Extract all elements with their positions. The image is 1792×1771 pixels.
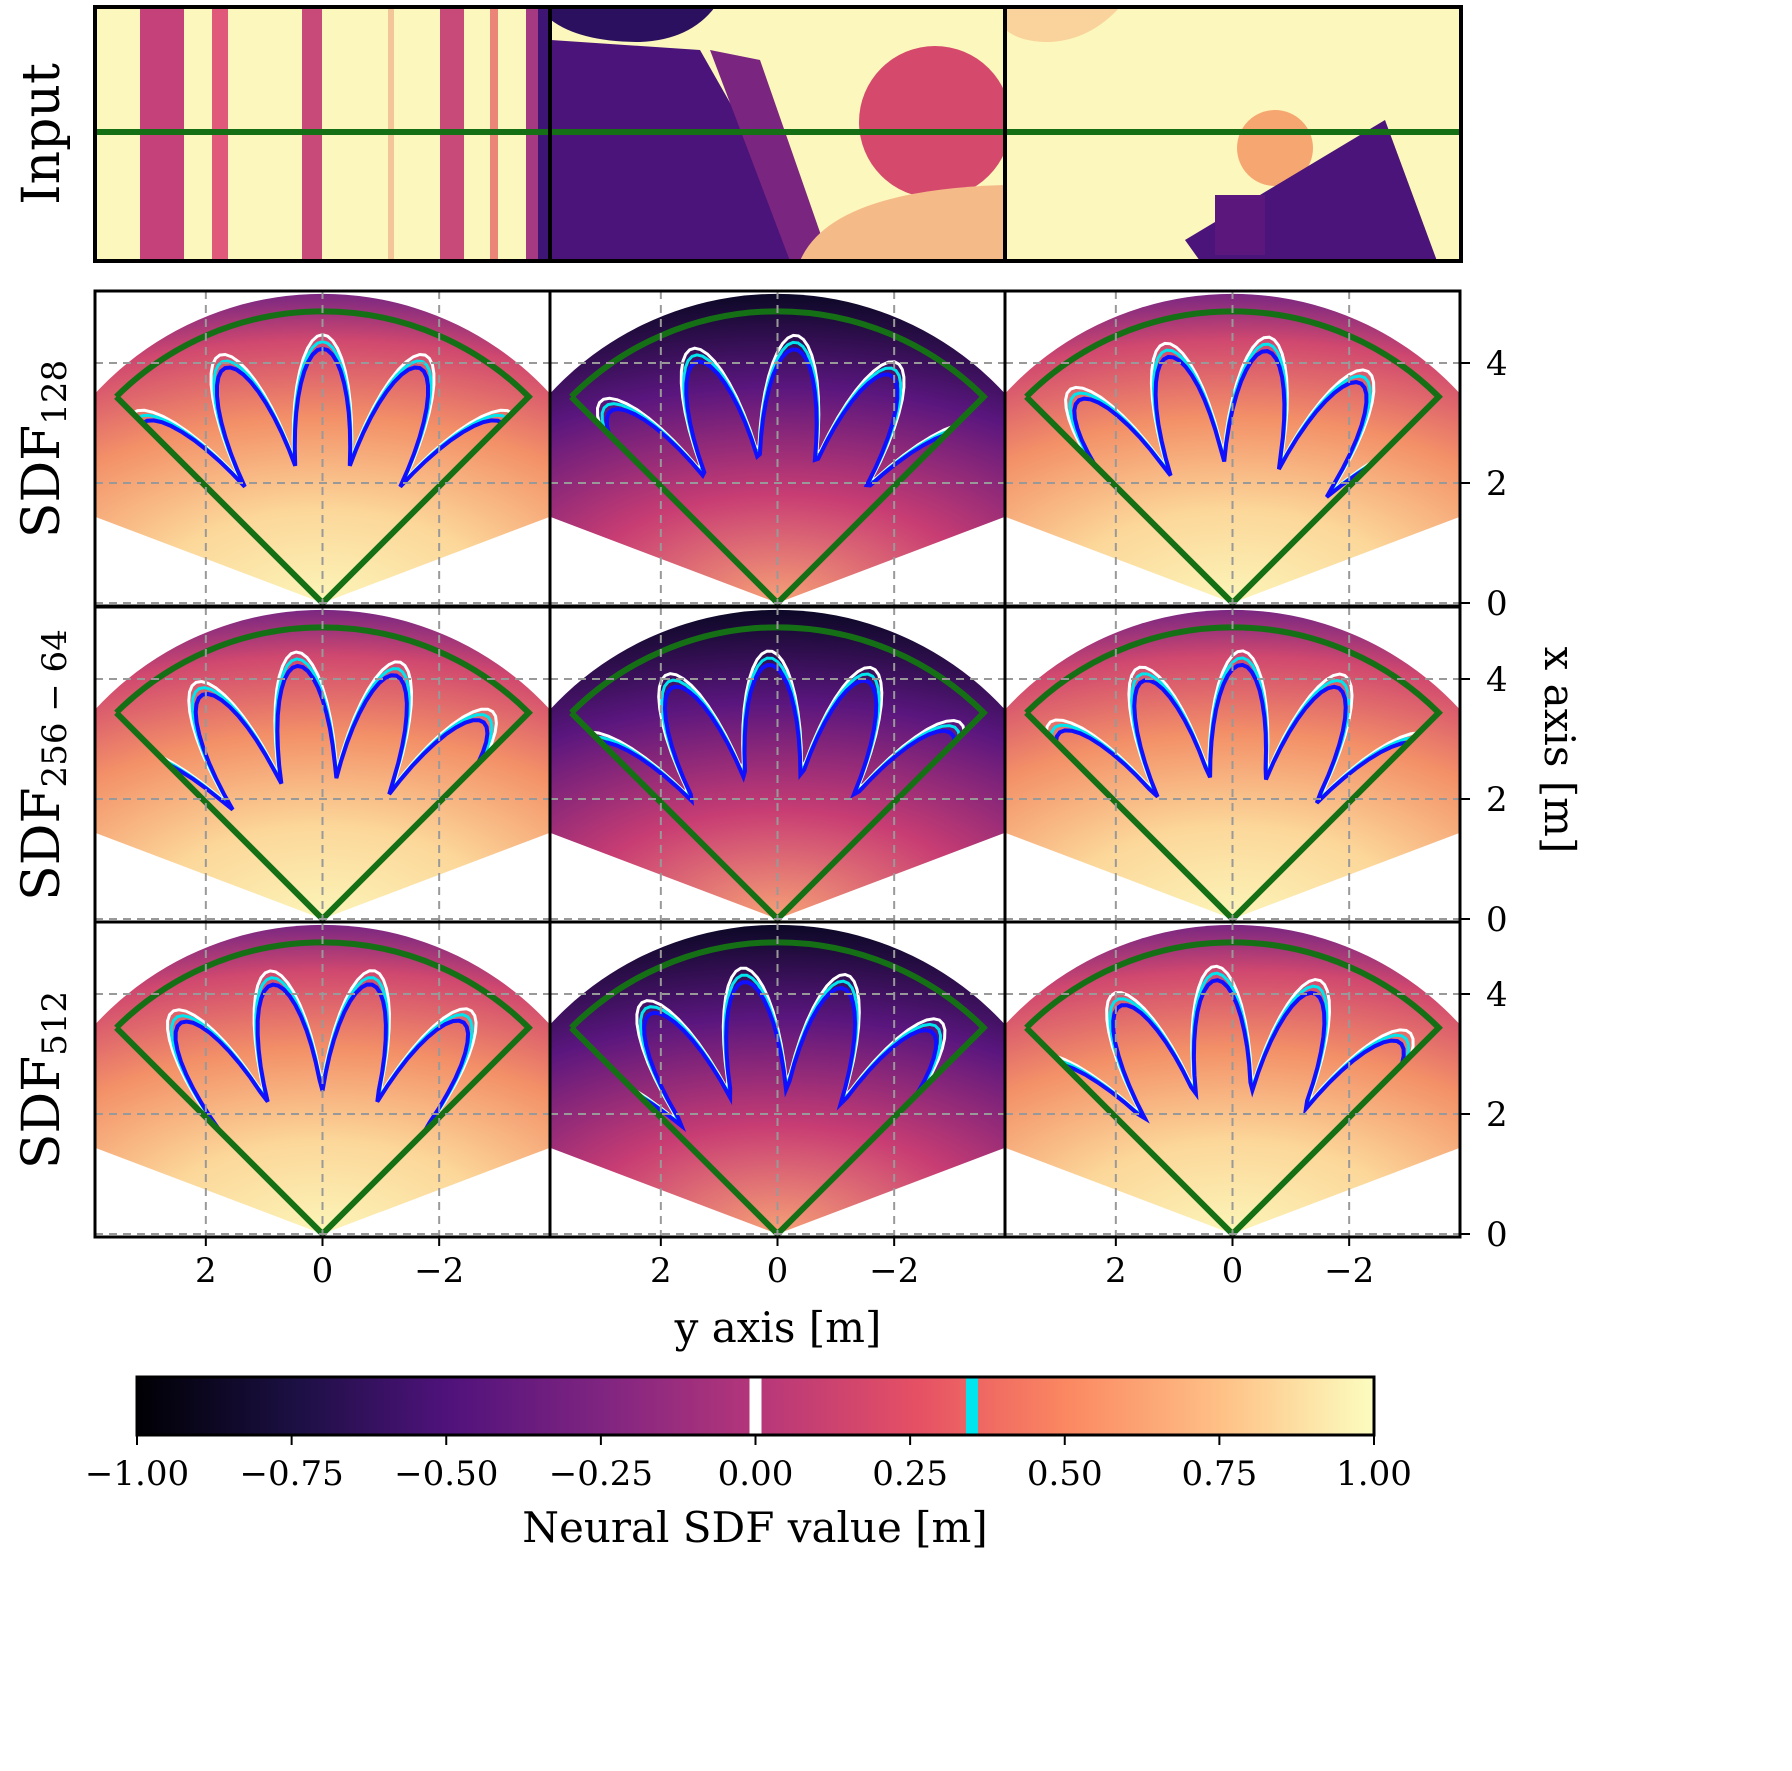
row-label-main: SDF: [12, 425, 72, 538]
sdf-panel-r1-c3: [1003, 289, 1462, 608]
sdf-panel-r3-c2: [548, 920, 1007, 1239]
colorbar-level-marker: [749, 1377, 762, 1435]
fov-boundary: [114, 939, 533, 1237]
colorbar-tick-label: 1.00: [1336, 1454, 1412, 1494]
y-tick-label: 0: [1486, 1215, 1508, 1255]
x-tick-label: −2: [1324, 1251, 1374, 1291]
row-label-sub: 128: [35, 360, 75, 425]
fov-boundary: [1024, 308, 1443, 606]
x-tick-label: 2: [650, 1251, 672, 1291]
fov-boundary: [114, 624, 533, 922]
sdf-panel-r2-c1: [93, 605, 552, 924]
colorbar: −1.00 −0.75 −0.50 −0.25 0.00 0.25 0.50 0.75 1.00…: [85, 1375, 1412, 1552]
x-tick-label: 0: [1222, 1251, 1244, 1291]
colorbar-tick-label: 0.00: [718, 1454, 794, 1494]
colorbar-tick-label: 0.50: [1027, 1454, 1103, 1494]
colorbar-tick-label: 0.25: [872, 1454, 948, 1494]
sdf-panel-r1-c1: [93, 289, 552, 608]
y-tick-label: 0: [1486, 900, 1508, 940]
input-panel-border-3: [1003, 5, 1463, 263]
row-label-1: SDF128: [12, 360, 76, 538]
colorbar-tick-label: −0.50: [394, 1454, 498, 1494]
y-tick-label: 2: [1486, 1095, 1508, 1135]
fov-boundary: [1024, 624, 1443, 922]
y-tick-label: 2: [1486, 780, 1508, 820]
row-label-2: SDF256 − 64: [12, 629, 76, 901]
sdf-panel-r2-c3: [1003, 605, 1462, 924]
colorbar-tick-label: 0.75: [1182, 1454, 1258, 1494]
row-label-main: SDF: [12, 787, 72, 900]
x-tick-label: 2: [1105, 1251, 1127, 1291]
y-tick-label: 2: [1486, 464, 1508, 504]
row-label-main: Input: [12, 63, 72, 205]
input-panel-2: [551, 7, 1011, 261]
fov-boundary: [569, 939, 988, 1237]
sdf-panel-r1-c2: [548, 289, 1007, 608]
y-tick-label: 0: [1486, 584, 1508, 624]
colorbar-level-marker: [965, 1377, 978, 1435]
colorbar-label: Neural SDF value [m]: [522, 1503, 988, 1552]
y-axis-label: x axis [m]: [1535, 647, 1584, 854]
fov-boundary: [1024, 939, 1443, 1237]
x-tick-label: −2: [869, 1251, 919, 1291]
x-tick-label: 0: [312, 1251, 334, 1291]
sdf-panel-r3-c3: [1003, 920, 1462, 1239]
estimate-contour: [166, 663, 490, 812]
row-label-3: SDF512: [12, 991, 76, 1169]
fov-boundary: [569, 308, 988, 606]
y-tick-label: 4: [1486, 344, 1508, 384]
fov-boundary: [569, 624, 988, 922]
x-tick-label: 0: [767, 1251, 789, 1291]
y-tick-label: 4: [1486, 660, 1508, 700]
x-axis-label: y axis [m]: [674, 1303, 882, 1352]
colorbar-tick-label: −0.25: [549, 1454, 653, 1494]
y-tick-label: 4: [1486, 975, 1508, 1015]
row-label-0: Input: [12, 63, 72, 205]
colorbar-tick-label: −1.00: [85, 1454, 189, 1494]
sdf-panel-r2-c2: [548, 605, 1007, 924]
row-label-main: SDF: [12, 1056, 72, 1169]
row-label-sub: 512: [35, 991, 75, 1056]
row-label-sub: 256 − 64: [35, 629, 75, 787]
colorbar-tick-label: −0.75: [240, 1454, 344, 1494]
sdf-panel-r3-c1: [93, 920, 552, 1239]
input-row: [93, 5, 1463, 263]
fov-boundary: [114, 308, 533, 606]
x-tick-label: 2: [195, 1251, 217, 1291]
x-tick-label: −2: [414, 1251, 464, 1291]
